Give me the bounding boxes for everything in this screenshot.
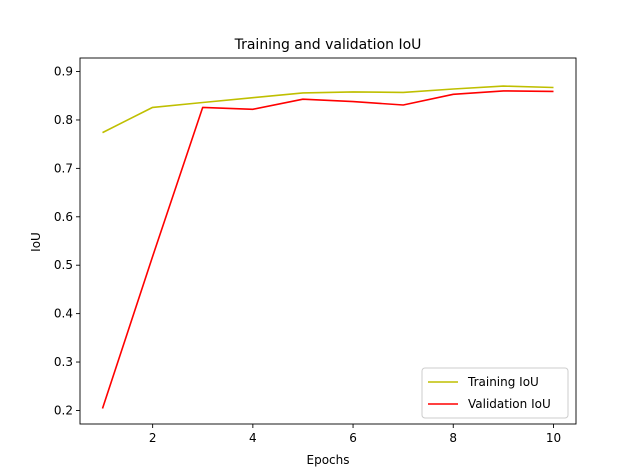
y-tick-label: 0.4: [54, 307, 73, 321]
y-tick-label: 0.6: [54, 210, 73, 224]
series-line-1: [101, 90, 554, 409]
x-tick-label: 10: [546, 431, 561, 445]
plot-area: 2 4 6 8 10 0.2 0.3 0.4 0.5 0.6 0.7 0.8 0.9: [54, 57, 577, 445]
chart-title: Training and validation IoU: [234, 37, 422, 53]
legend-box: [421, 367, 569, 419]
axes-frame: [79, 57, 577, 425]
y-tick-label: 0.2: [54, 403, 73, 417]
y-tick-label: 0.5: [54, 258, 73, 272]
x-axis-label: Epochs: [307, 453, 350, 467]
x-tick-label: 4: [249, 431, 257, 445]
legend: Training IoU Validation IoU: [421, 367, 569, 419]
y-tick-label: 0.3: [54, 355, 73, 369]
x-tick-label: 8: [449, 431, 457, 445]
series-line-0: [102, 85, 554, 134]
x-tick-label: 2: [149, 431, 157, 445]
y-axis-label: IoU: [29, 232, 43, 252]
legend-label-0: Training IoU: [467, 375, 539, 389]
x-tick-label: 6: [349, 431, 357, 445]
y-tick-label: 0.9: [54, 65, 73, 79]
y-tick-label: 0.8: [54, 113, 73, 127]
legend-label-1: Validation IoU: [468, 397, 551, 411]
y-tick-label: 0.7: [54, 161, 73, 175]
